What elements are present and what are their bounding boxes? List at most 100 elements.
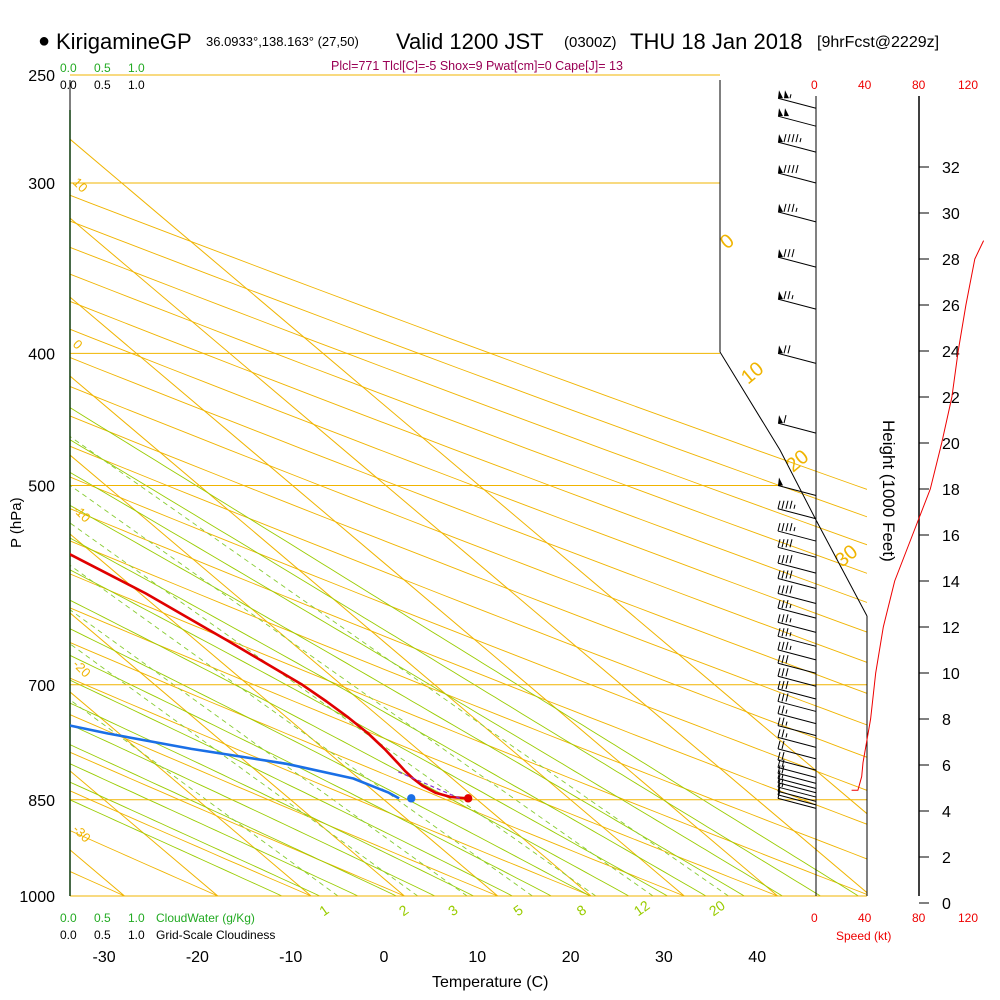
wind-barb-staff (777, 797, 817, 809)
wind-barb-feather (785, 614, 789, 623)
wind-barb-feather (781, 628, 785, 637)
wind-barb-feather (777, 786, 781, 795)
wind-barb-feather (781, 522, 785, 532)
wind-barb-feather (787, 203, 791, 212)
temperature-axis-ticks: -30 -20 -10 0 10 20 30 40 (93, 949, 767, 966)
wind-barb-half-feather (793, 526, 796, 532)
height-tick-label: 26 (942, 298, 960, 315)
wind-barb-feather (783, 248, 787, 258)
wind-barb-half-feather (799, 137, 802, 143)
x-tick-label: 30 (655, 949, 673, 966)
x-axis-label: Temperature (C) (432, 974, 548, 991)
cloud-water-tick: 0.5 (94, 911, 111, 925)
y-axis-label: P (hPa) (8, 497, 25, 548)
moist-adiabat-line (70, 744, 398, 896)
moist-adiabat-line (70, 799, 283, 896)
wind-barb-pennant (778, 165, 783, 174)
moist-adiabat-line (70, 439, 822, 896)
wind-barb-half-feather (789, 618, 792, 623)
wind-barb-feather (781, 554, 785, 564)
isotherm-line (70, 217, 867, 894)
wind-barb-staff (777, 675, 817, 687)
cloudiness-tick: 1.0 (128, 928, 145, 942)
moist-adiabat-line (70, 471, 784, 896)
x-tick-label: 0 (380, 949, 389, 966)
mixing-ratio-label: 5 (510, 901, 526, 919)
wind-barb-staff (777, 736, 817, 748)
height-tick-label: 16 (942, 528, 960, 545)
wind-barb-staff (777, 790, 817, 802)
wind-barb-feather (785, 539, 789, 548)
wind-barb-feather (785, 668, 789, 677)
wind-barb-half-feather (789, 603, 792, 609)
wind-barbs (777, 90, 817, 809)
isotherm-line (70, 770, 219, 896)
cloudiness-tick: 0.0 (60, 78, 77, 92)
speed-axis-bottom: 0 40 80 120 Speed (kt) (811, 911, 978, 943)
wind-barb-feather (781, 668, 785, 677)
dewpoint-surface-marker (407, 794, 416, 803)
wind-barb-feather (795, 164, 799, 174)
wind-barb-staff (777, 688, 817, 700)
moist-adiabat-line (70, 763, 359, 896)
wind-barb-feather (781, 680, 785, 690)
wind-barb-staff (777, 298, 817, 310)
wind-barb-half-feather (795, 207, 798, 212)
wind-barb-staff (777, 772, 817, 784)
moist-adiabat-lines (70, 407, 860, 896)
wind-barb-feather (781, 717, 785, 726)
isotherm-label: -20 (70, 657, 94, 681)
cloud-water-tick: 1.0 (128, 911, 145, 925)
wind-barb-feather (785, 693, 789, 702)
speed-tick: 0 (811, 911, 818, 925)
wind-barb-staff (777, 662, 817, 674)
mixing-ratio-labels: 1 2 3 5 8 12 20 (316, 897, 728, 919)
sounding-profiles (70, 552, 469, 800)
dry-adiabat-line (70, 790, 313, 896)
wind-barb-feather (781, 585, 785, 594)
wind-barb-feather (783, 345, 787, 354)
wind-barb-staff (777, 767, 817, 779)
dry-adiabat-line (70, 194, 867, 490)
station-name: KirigamineGP (56, 29, 192, 54)
wind-barb-feather (785, 500, 789, 509)
wind-barb-staff (777, 172, 817, 184)
wind-barb-staff (777, 713, 817, 725)
wind-barb-staff (777, 786, 817, 798)
wind-barb-feather (791, 203, 795, 212)
dry-adiabat-line (70, 445, 867, 758)
isotherm-line (70, 454, 592, 896)
speed-tick: 80 (912, 911, 926, 925)
wind-barb-feather (787, 290, 791, 300)
wind-barb-staff (777, 352, 817, 364)
wind-barb-feather (785, 522, 789, 532)
wind-barb-staff (777, 621, 817, 633)
wind-barb-staff (777, 748, 817, 760)
valid-zulu: (0300Z) (564, 34, 617, 51)
pressure-tick-label: 400 (28, 346, 55, 363)
wind-barb-staff (777, 422, 817, 434)
surface-markers (407, 794, 473, 803)
dry-adiabat-line (70, 508, 867, 825)
height-speed-profile (851, 240, 985, 791)
cloudiness-tick: 0.5 (94, 78, 111, 92)
isobar-lines (70, 74, 867, 897)
isotherm-label: -30 (70, 822, 94, 846)
wind-barb-feather (777, 585, 781, 594)
wind-barb-staff (777, 546, 817, 558)
dry-adiabat-line (70, 677, 593, 896)
wind-barb-feather (783, 133, 787, 143)
wind-barb-feather (789, 554, 793, 564)
wind-barb-feather (785, 585, 789, 594)
wind-barb-staff (777, 607, 817, 619)
dry-adiabat-line (70, 385, 867, 694)
wind-barb-feather (781, 500, 785, 509)
terrain-boundary-line (719, 80, 868, 617)
cloud-water-tick: 0.0 (60, 61, 77, 75)
moist-adiabat-line (70, 781, 321, 896)
dry-adiabat-line (70, 476, 867, 791)
x-tick-label: -20 (186, 949, 209, 966)
mixing-ratio-label: 8 (574, 901, 590, 919)
cloudiness-tick: 0.5 (94, 928, 111, 942)
